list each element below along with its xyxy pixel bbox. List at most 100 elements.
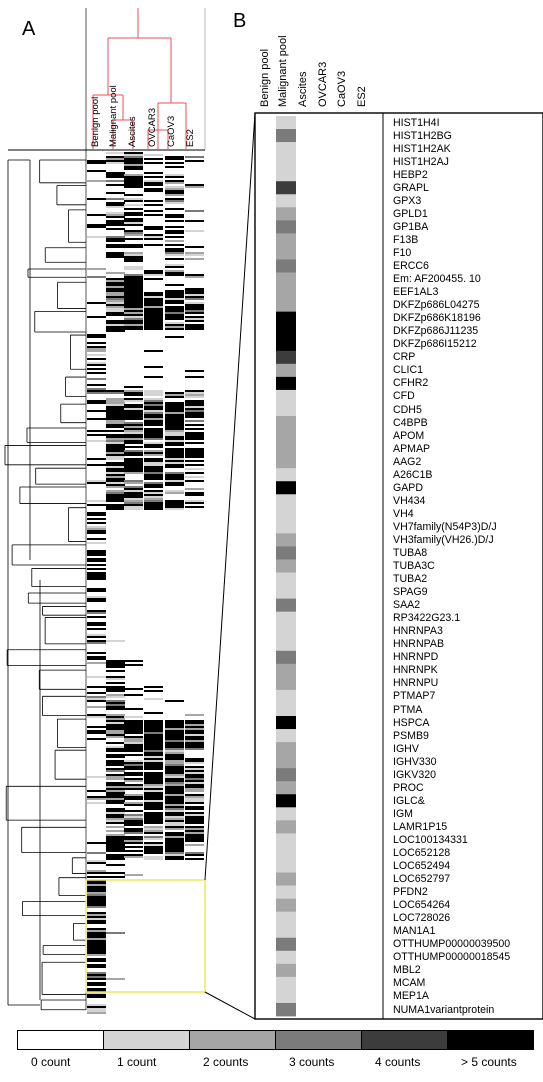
- heatmap-a-cell: [185, 326, 204, 328]
- heatmap-a-cell: [124, 414, 143, 416]
- heatmap-a-cell: [144, 722, 163, 724]
- heatmap-a-cell: [87, 922, 106, 924]
- heatmap-a-cell: [185, 438, 204, 440]
- heatmap-a-cell: [144, 154, 163, 156]
- heatmap-b-cell: [276, 533, 296, 547]
- heatmap-a-cell: [144, 730, 163, 732]
- heatmap-a-cell: [165, 806, 184, 808]
- heatmap-a-cell: [87, 342, 106, 344]
- heatmap-a-cell: [165, 310, 184, 312]
- heatmap-a-cell: [185, 780, 204, 782]
- heatmap-a-cell: [106, 254, 125, 256]
- heatmap-a-cell: [185, 844, 204, 846]
- heatmap-a-cell: [165, 432, 184, 434]
- heatmap-a-cell: [165, 834, 184, 836]
- heatmap-a-cell: [124, 432, 143, 434]
- heatmap-a-cell: [106, 722, 125, 724]
- heatmap-a-cell: [87, 628, 106, 630]
- heatmap-a-cell: [144, 210, 163, 212]
- heatmap-a-cell: [106, 222, 125, 224]
- panel-a-letter: A: [22, 18, 36, 40]
- heatmap-a-cell: [144, 278, 163, 280]
- heatmap-a-cell: [144, 492, 163, 494]
- heatmap-a-cell: [185, 820, 204, 822]
- heatmap-a-cell: [144, 814, 163, 816]
- gene-label: HNRNPAB: [393, 638, 445, 651]
- heatmap-a-cell: [106, 702, 125, 704]
- heatmap-a-cell: [124, 404, 143, 406]
- heatmap-a-cell: [144, 226, 163, 228]
- heatmap-a-cell: [106, 324, 125, 326]
- heatmap-a-cell: [87, 938, 106, 940]
- heatmap-a-cell: [106, 500, 125, 502]
- heatmap-a-cell: [144, 474, 163, 476]
- row-dendrogram-branch: [21, 901, 86, 917]
- heatmap-a-cell: [144, 856, 163, 858]
- heatmap-a-cell: [124, 394, 143, 396]
- heatmap-a-cell: [144, 772, 163, 774]
- heatmap-a-cell: [124, 774, 143, 776]
- heatmap-a-cell: [165, 500, 184, 502]
- heatmap-a-cell: [165, 808, 184, 810]
- heatmap-a-cell: [185, 274, 204, 276]
- heatmap-a-cell: [165, 740, 184, 742]
- heatmap-a-cell: [106, 858, 125, 860]
- heatmap-a-cell: [165, 416, 184, 418]
- heatmap-a-cell: [106, 730, 125, 732]
- heatmap-a-cell: [87, 942, 106, 944]
- heatmap-a-cell: [144, 752, 163, 754]
- heatmap-a-cell: [165, 824, 184, 826]
- heatmap-b-cell: [276, 246, 296, 260]
- heatmap-a-cell: [185, 744, 204, 746]
- heatmap-a-cell: [165, 492, 184, 494]
- heatmap-a-cell: [124, 664, 143, 666]
- heatmap-a-cell: [124, 328, 143, 330]
- gene-label: PROC: [393, 781, 424, 794]
- heatmap-a-cell: [165, 788, 184, 790]
- heatmap-a-cell: [165, 270, 184, 272]
- heatmap-a-cell: [144, 476, 163, 478]
- heatmap-a-cell: [165, 770, 184, 772]
- heatmap-a-cell: [124, 688, 143, 690]
- heatmap-a-cell: [165, 724, 184, 726]
- heatmap-a-cell: [185, 784, 204, 786]
- gene-label: LOC100134331: [393, 833, 468, 846]
- heatmap-a-cell: [165, 854, 184, 856]
- heatmap-a-cell: [87, 350, 106, 352]
- heatmap-a-cell: [144, 294, 163, 296]
- heatmap-a-cell: [185, 390, 204, 392]
- heatmap-a-cell: [144, 782, 163, 784]
- heatmap-a-cell: [165, 456, 184, 458]
- zoom-highlight-box: [85, 879, 206, 993]
- heatmap-a-cell: [106, 796, 125, 798]
- heatmap-b-cell: [276, 846, 296, 860]
- heatmap-a-cell: [185, 288, 204, 290]
- heatmap-a-cell: [185, 310, 204, 312]
- heatmap-a-cell: [124, 164, 143, 166]
- heatmap-a-cell: [106, 444, 125, 446]
- heatmap-a-cell: [165, 750, 184, 752]
- heatmap-a-cell: [165, 844, 184, 846]
- heatmap-a-cell: [87, 882, 106, 884]
- heatmap-a-cell: [106, 418, 125, 420]
- heatmap-a-cell: [106, 978, 125, 980]
- heatmap-a-cell: [144, 482, 163, 484]
- heatmap-a-cell: [185, 328, 204, 330]
- heatmap-a-cell: [87, 914, 106, 916]
- heatmap-a-cell: [124, 176, 143, 178]
- heatmap-a-cell: [144, 762, 163, 764]
- heatmap-a-cell: [106, 224, 125, 226]
- heatmap-a-cell: [124, 760, 143, 762]
- heatmap-a-cell: [87, 528, 106, 530]
- heatmap-a-cell: [165, 458, 184, 460]
- heatmap-a-cell: [124, 772, 143, 774]
- heatmap-a-cell: [165, 176, 184, 178]
- heatmap-a-cell: [106, 472, 125, 474]
- heatmap-a-cell: [124, 850, 143, 852]
- heatmap-a-cell: [185, 294, 204, 296]
- heatmap-a-cell: [144, 830, 163, 832]
- heatmap-a-cell: [87, 354, 106, 356]
- row-dendrogram-branch: [68, 507, 86, 542]
- heatmap-a-cell: [165, 252, 184, 254]
- row-dendrogram-branch: [42, 945, 86, 955]
